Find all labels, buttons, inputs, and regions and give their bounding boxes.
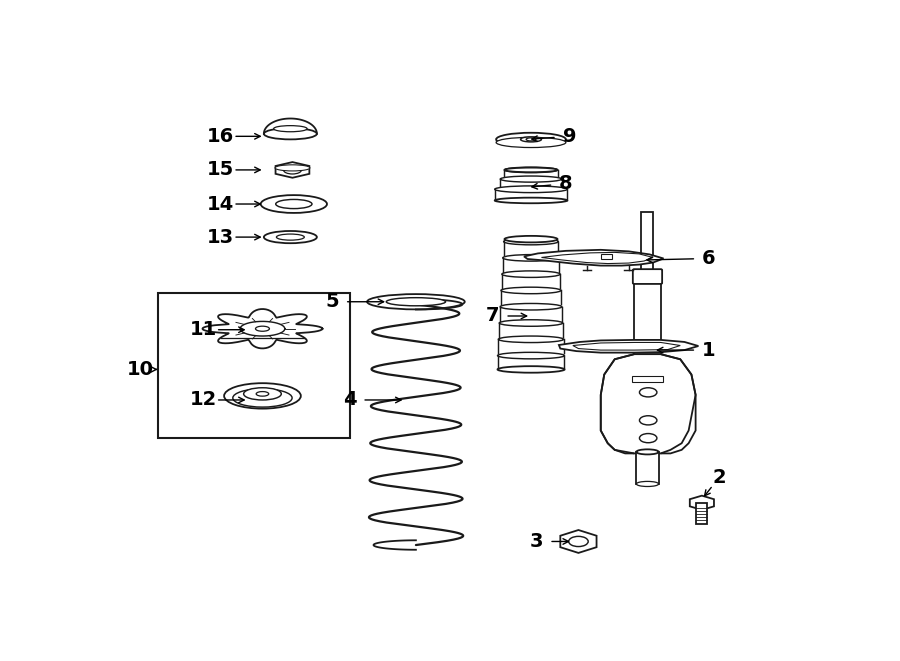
Polygon shape xyxy=(202,309,322,348)
Ellipse shape xyxy=(224,383,301,408)
Text: 11: 11 xyxy=(190,320,217,339)
Ellipse shape xyxy=(502,271,560,278)
Text: 12: 12 xyxy=(190,391,217,409)
Ellipse shape xyxy=(501,287,561,293)
Polygon shape xyxy=(542,253,653,264)
Ellipse shape xyxy=(636,449,659,454)
Ellipse shape xyxy=(503,254,559,261)
Ellipse shape xyxy=(500,320,562,327)
Ellipse shape xyxy=(495,186,567,192)
Ellipse shape xyxy=(526,138,536,141)
Ellipse shape xyxy=(499,336,563,342)
Ellipse shape xyxy=(636,481,659,486)
Ellipse shape xyxy=(520,137,542,142)
Ellipse shape xyxy=(274,126,307,132)
Ellipse shape xyxy=(275,165,310,171)
Text: 4: 4 xyxy=(343,391,356,409)
Polygon shape xyxy=(561,530,597,553)
Text: 1: 1 xyxy=(702,340,716,360)
Ellipse shape xyxy=(504,239,558,245)
Ellipse shape xyxy=(505,236,557,243)
Ellipse shape xyxy=(275,200,312,209)
Text: 8: 8 xyxy=(559,174,572,193)
Ellipse shape xyxy=(640,416,657,425)
Polygon shape xyxy=(275,162,310,178)
Ellipse shape xyxy=(496,137,566,147)
Polygon shape xyxy=(524,250,663,266)
Ellipse shape xyxy=(505,168,557,173)
Bar xyxy=(636,452,659,484)
Ellipse shape xyxy=(264,128,317,139)
Polygon shape xyxy=(689,496,714,510)
Text: 13: 13 xyxy=(207,227,234,247)
Ellipse shape xyxy=(640,434,657,443)
Ellipse shape xyxy=(505,167,557,173)
FancyBboxPatch shape xyxy=(633,269,662,284)
Ellipse shape xyxy=(256,326,269,331)
Ellipse shape xyxy=(640,388,657,397)
Text: 5: 5 xyxy=(326,292,339,311)
Ellipse shape xyxy=(256,391,269,396)
Text: 16: 16 xyxy=(207,127,234,146)
Ellipse shape xyxy=(495,198,567,203)
Ellipse shape xyxy=(498,352,564,359)
Bar xyxy=(641,212,653,273)
Text: 15: 15 xyxy=(207,161,234,179)
Bar xyxy=(632,376,662,382)
Ellipse shape xyxy=(386,297,446,306)
Text: 9: 9 xyxy=(562,127,576,146)
Polygon shape xyxy=(559,340,698,352)
Ellipse shape xyxy=(498,366,564,373)
Ellipse shape xyxy=(569,536,589,547)
Ellipse shape xyxy=(233,389,292,407)
Text: 6: 6 xyxy=(702,249,716,268)
Text: 14: 14 xyxy=(207,194,234,214)
Ellipse shape xyxy=(276,234,304,240)
Ellipse shape xyxy=(367,294,464,309)
Ellipse shape xyxy=(261,195,327,213)
Text: 2: 2 xyxy=(713,468,726,487)
Ellipse shape xyxy=(500,303,562,310)
Ellipse shape xyxy=(496,133,566,146)
Bar xyxy=(634,280,661,354)
Polygon shape xyxy=(573,342,680,350)
Ellipse shape xyxy=(284,166,302,174)
Text: 7: 7 xyxy=(486,307,500,325)
Polygon shape xyxy=(601,354,696,453)
Bar xyxy=(601,254,612,260)
Bar xyxy=(158,293,349,438)
Text: 10: 10 xyxy=(127,360,154,379)
Bar xyxy=(697,503,707,524)
Text: 3: 3 xyxy=(530,532,544,551)
Ellipse shape xyxy=(500,176,562,182)
Ellipse shape xyxy=(264,231,317,243)
Ellipse shape xyxy=(244,388,282,400)
